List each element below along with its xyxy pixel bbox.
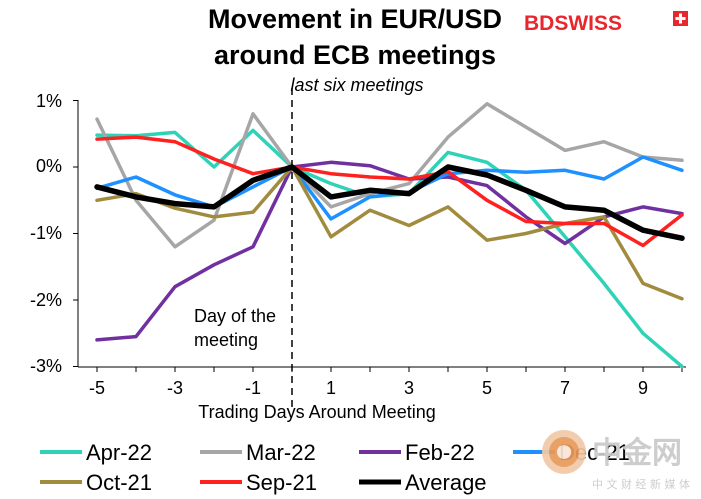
chart-title-line-2: around ECB meetings xyxy=(214,40,496,70)
series-line-average xyxy=(94,164,685,241)
chart-title-line-1: Movement in EUR/USD xyxy=(208,4,502,34)
x-tick-label: 9 xyxy=(638,378,648,398)
annotation-line-1: Day of the xyxy=(194,306,276,326)
watermark-coin-icon xyxy=(542,430,586,474)
series-lines xyxy=(94,102,685,369)
series-line-mar-22 xyxy=(95,102,684,249)
legend-label-sep-21: Sep-21 xyxy=(246,470,317,495)
legend-label-mar-22: Mar-22 xyxy=(246,440,316,465)
series-line-oct-21 xyxy=(95,165,684,301)
brand-logo-text: BDSWISS xyxy=(524,12,622,35)
x-tick-marks xyxy=(96,367,683,372)
watermark: 中金网 中 文 财 经 新 媒 体 xyxy=(542,430,690,491)
y-tick-label: 1% xyxy=(36,91,62,111)
x-tick-label: -1 xyxy=(245,378,261,398)
x-tick-label: 1 xyxy=(326,378,336,398)
series-line-feb-22 xyxy=(95,160,684,342)
x-axis-label: Trading Days Around Meeting xyxy=(198,402,435,422)
legend-label-feb-22: Feb-22 xyxy=(405,440,475,465)
legend-label-apr-22: Apr-22 xyxy=(86,440,152,465)
x-tick-label: 7 xyxy=(560,378,570,398)
x-tick-label: 5 xyxy=(482,378,492,398)
legend: Apr-22 Mar-22 Feb-22 Dec-21 Oct-21 Sep-2… xyxy=(40,440,630,495)
y-tick-label: -2% xyxy=(30,290,62,310)
chart-subtitle: last six meetings xyxy=(290,75,423,95)
x-tick-label: 3 xyxy=(404,378,414,398)
series-line-sep-21 xyxy=(95,135,684,248)
series-line-apr-22 xyxy=(95,128,684,369)
y-tick-label: -3% xyxy=(30,356,62,376)
legend-label-oct-21: Oct-21 xyxy=(86,470,152,495)
watermark-text: 中金网 xyxy=(592,436,682,471)
annotation-background xyxy=(190,303,290,353)
legend-label-average: Average xyxy=(405,470,487,495)
annotation-line-2: meeting xyxy=(194,330,258,350)
y-tick-marks xyxy=(73,100,78,367)
y-tick-label: -1% xyxy=(30,223,62,243)
swiss-cross-icon xyxy=(673,11,688,26)
y-tick-label: 0% xyxy=(36,156,62,176)
brand-logo: BDSWISS xyxy=(524,11,688,35)
x-tick-label: -3 xyxy=(167,378,183,398)
watermark-subtitle: 中 文 财 经 新 媒 体 xyxy=(592,477,690,491)
x-tick-label: -5 xyxy=(89,378,105,398)
